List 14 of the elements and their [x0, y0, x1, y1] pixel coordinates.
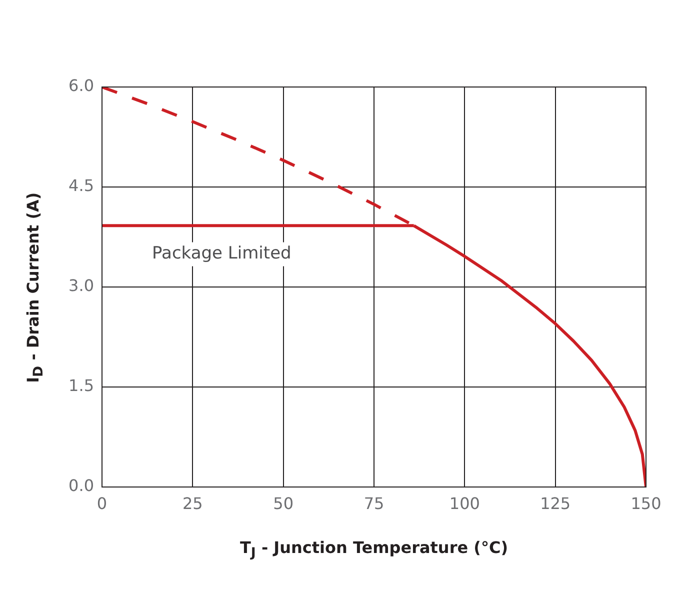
x-tick-label: 50 — [273, 494, 294, 513]
x-tick-label: 125 — [540, 494, 571, 513]
y-tick-label: 6.0 — [68, 76, 94, 96]
x-axis-title: T$_{J}$ - Junction Temperature (°C) — [239, 538, 509, 562]
x-tick-label: 100 — [449, 494, 480, 513]
y-tick-label: 1.5 — [68, 376, 94, 396]
x-tick-label: 75 — [364, 494, 384, 513]
y-tick-label: 4.5 — [68, 176, 94, 196]
x-tick-label: 25 — [182, 494, 203, 513]
annotation: Package Limited — [152, 244, 292, 264]
y-tick-label: 3.0 — [68, 276, 94, 296]
y-tick-label: 0.0 — [68, 476, 94, 496]
x-tick-label: 150 — [630, 494, 662, 513]
x-tick-label: 0 — [96, 494, 108, 513]
